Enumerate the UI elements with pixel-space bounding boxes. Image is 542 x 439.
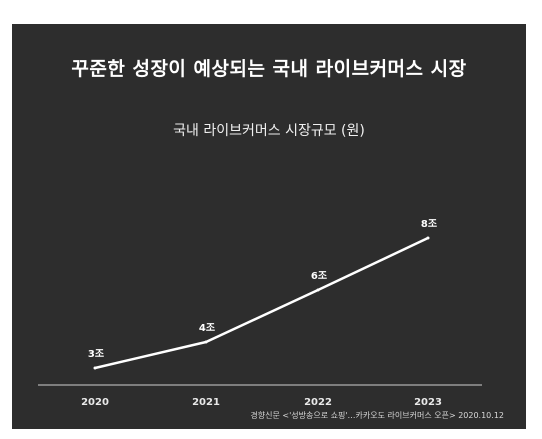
x-tick-label: 2022	[304, 397, 332, 408]
data-label: 8조	[421, 218, 437, 230]
series-line	[94, 236, 429, 370]
chart-title: 국내 라이브커머스 시장규모 (원)	[173, 123, 365, 139]
x-tick-label: 2021	[192, 397, 220, 408]
data-point	[426, 236, 430, 240]
data-point	[316, 288, 320, 292]
data-label: 3조	[88, 348, 104, 360]
data-point	[93, 366, 97, 370]
headline: 꾸준한 성장이 예상되는 국내 라이브커머스 시장	[71, 58, 467, 80]
data-label: 4조	[199, 322, 215, 334]
x-tick-label: 2023	[414, 397, 442, 408]
x-tick-label: 2020	[81, 397, 109, 408]
data-point	[204, 340, 208, 344]
data-label: 6조	[311, 270, 327, 282]
chart-panel: 꾸준한 성장이 예상되는 국내 라이브커머스 시장 국내 라이브커머스 시장규모…	[12, 24, 526, 429]
source-note: 경향신문 <'성방송으로 쇼핑'…카카오도 라이브커머스 오픈> 2020.10…	[250, 411, 504, 420]
line-chart: 3조 4조 6조 8조 2020 2021 2022 2023	[38, 218, 482, 408]
